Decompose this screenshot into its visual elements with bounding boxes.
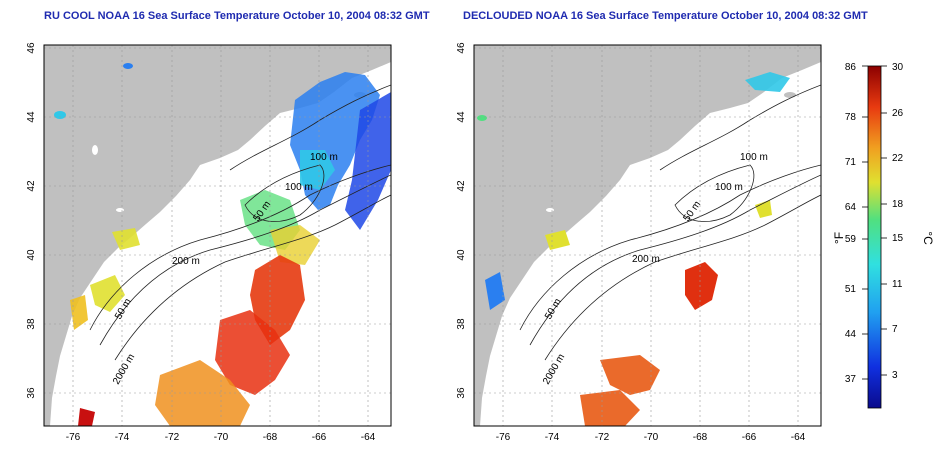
svg-text:200 m: 200 m [172,256,200,267]
svg-text:-70: -70 [644,432,659,443]
svg-text:-66: -66 [742,432,757,443]
svg-text:18: 18 [892,199,904,210]
svg-text:86: 86 [845,62,857,73]
svg-text:-76: -76 [496,432,511,443]
svg-text:200 m: 200 m [632,254,660,265]
svg-text:40: 40 [456,249,467,261]
svg-text:-72: -72 [595,432,610,443]
svg-text:3: 3 [892,370,898,381]
svg-text:100 m: 100 m [740,152,768,163]
svg-text:51: 51 [845,284,857,295]
sst-retained-patches [477,72,790,426]
depth-contours [89,84,391,361]
svg-text:-64: -64 [791,432,806,443]
svg-text:78: 78 [845,112,857,123]
svg-text:15: 15 [892,233,904,244]
svg-text:-70: -70 [214,432,229,443]
lat-axis-1: 46 44 42 40 38 36 [26,42,37,399]
svg-text:100 m: 100 m [310,152,338,163]
svg-text:-68: -68 [693,432,708,443]
svg-text:42: 42 [456,180,467,192]
colorbar-celsius-ticks: 30 26 22 18 15 11 7 3 [892,62,904,381]
svg-text:-64: -64 [361,432,376,443]
svg-text:7: 7 [892,324,898,335]
fahrenheit-label: °F [832,232,846,244]
svg-text:30: 30 [892,62,904,73]
panel-1-title: RU COOL NOAA 16 Sea Surface Temperature … [44,10,430,22]
svg-text:59: 59 [845,234,857,245]
svg-text:-66: -66 [312,432,327,443]
land-mass [474,45,821,426]
svg-text:-68: -68 [263,432,278,443]
svg-text:-76: -76 [66,432,81,443]
lon-axis-1: -76 -74 -72 -70 -68 -66 -64 [66,432,376,443]
svg-text:11: 11 [892,279,903,290]
svg-text:36: 36 [456,387,467,399]
svg-text:36: 36 [26,387,37,399]
svg-text:37: 37 [845,374,857,385]
svg-text:44: 44 [456,111,467,123]
svg-text:-72: -72 [165,432,180,443]
graticule [44,45,391,426]
celsius-label: °C [921,231,935,245]
colorbar: 86 78 71 64 59 51 44 37 30 26 22 18 15 1… [832,62,935,409]
svg-text:38: 38 [26,318,37,330]
sst-warm-patches [70,228,305,426]
svg-text:46: 46 [26,42,37,54]
svg-text:44: 44 [845,329,857,340]
map-panel-raw [44,45,391,426]
svg-text:46: 46 [456,42,467,54]
map-panel-declouded [474,45,821,426]
svg-text:40: 40 [26,249,37,261]
svg-text:-74: -74 [115,432,130,443]
svg-text:42: 42 [26,180,37,192]
lat-axis-2: 46 44 42 40 38 36 [456,42,467,399]
svg-text:64: 64 [845,202,857,213]
svg-text:71: 71 [845,157,857,168]
graticule [474,45,821,426]
svg-text:100 m: 100 m [285,182,313,193]
land-mass [44,45,391,426]
svg-text:26: 26 [892,108,904,119]
svg-text:100 m: 100 m [715,182,743,193]
lon-axis-2: -76 -74 -72 -70 -68 -66 -64 [496,432,806,443]
colorbar-fahrenheit-ticks: 86 78 71 64 59 51 44 37 [845,62,857,385]
svg-text:-74: -74 [545,432,560,443]
panel-2-title: DECLOUDED NOAA 16 Sea Surface Temperatur… [463,10,868,22]
svg-text:22: 22 [892,153,904,164]
svg-text:38: 38 [456,318,467,330]
svg-text:44: 44 [26,111,37,123]
